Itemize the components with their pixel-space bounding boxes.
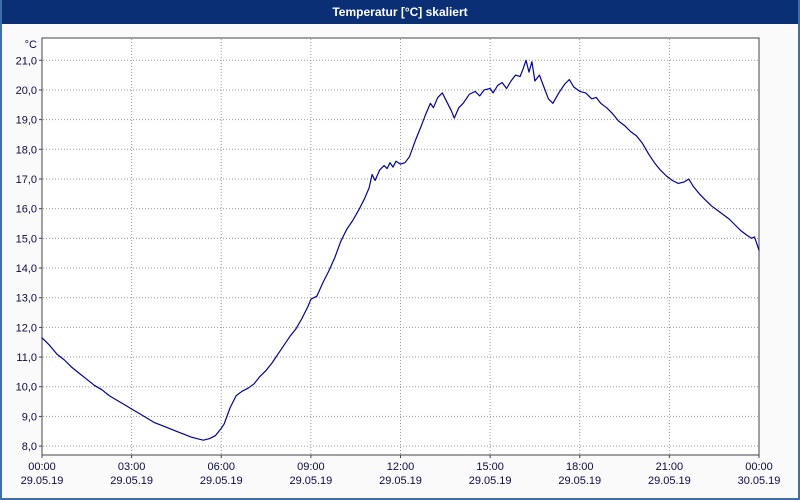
x-tick-time: 03:00: [118, 461, 146, 473]
window-title: Temperatur [°C] skaliert: [332, 5, 468, 19]
y-tick-label: 13,0: [16, 293, 37, 305]
x-tick-time: 21:00: [656, 461, 684, 473]
x-tick-time: 06:00: [207, 461, 235, 473]
y-tick-label: 12,0: [16, 322, 37, 334]
chart-svg: 21,0 20,0 19,0 18,0 17,0 16,0 15,0 14,0 13,0 12,0…: [16, 37, 781, 487]
y-tick-label: 19,0: [16, 115, 37, 127]
x-tick-time: 00:00: [28, 461, 56, 473]
x-tick-time: 09:00: [297, 461, 325, 473]
x-tick-date: 29.05.19: [21, 475, 64, 487]
y-axis-unit: °C: [25, 39, 37, 51]
y-tick-label: 17,0: [16, 174, 37, 186]
y-tick-label: 8,0: [22, 441, 37, 453]
x-tick-date: 29.05.19: [648, 475, 691, 487]
y-tick-label: 20,0: [16, 85, 37, 97]
window-titlebar: Temperatur [°C] skaliert: [2, 0, 798, 24]
x-tick-date: 30.05.19: [738, 475, 781, 487]
y-tick-label: 9,0: [22, 411, 37, 423]
y-tick-label: 14,0: [16, 263, 37, 275]
y-tick-label: 15,0: [16, 233, 37, 245]
x-tick-date: 29.05.19: [200, 475, 243, 487]
y-tick-label: 10,0: [16, 382, 37, 394]
x-tick-date: 29.05.19: [110, 475, 153, 487]
y-tick-label: 18,0: [16, 144, 37, 156]
y-tick-label: 11,0: [16, 352, 37, 364]
x-tick-date: 29.05.19: [558, 475, 601, 487]
y-tick-label: 21,0: [16, 55, 37, 67]
x-tick-date: 29.05.19: [469, 475, 512, 487]
x-tick-time: 18:00: [566, 461, 594, 473]
x-tick-time: 12:00: [387, 461, 415, 473]
y-tick-label: 16,0: [16, 204, 37, 216]
x-tick-time: 00:00: [745, 461, 773, 473]
x-tick-time: 15:00: [476, 461, 504, 473]
x-tick-date: 29.05.19: [379, 475, 422, 487]
x-tick-date: 29.05.19: [289, 475, 332, 487]
chart-container: 21,0 20,0 19,0 18,0 17,0 16,0 15,0 14,0 13,0 12,0…: [2, 24, 798, 498]
temperature-line: [41, 59, 760, 441]
